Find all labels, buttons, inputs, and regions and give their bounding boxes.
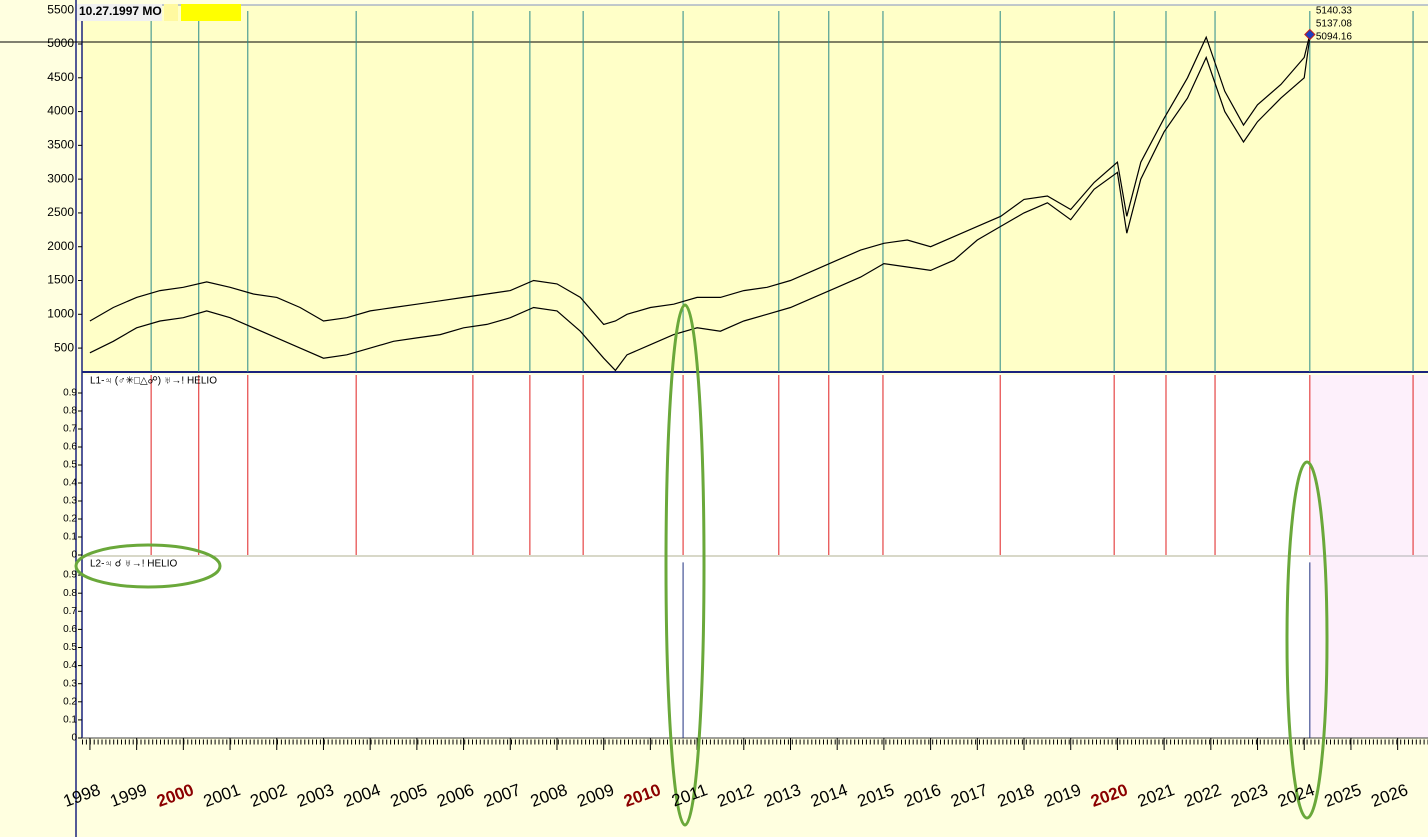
y-tick-label: 4000 [47, 104, 74, 118]
y-tick-label: 5500 [47, 2, 74, 16]
y-tick-label: 3500 [47, 138, 74, 152]
y-tick-label: 2000 [47, 239, 74, 253]
y-tick-label: 2500 [47, 205, 74, 219]
price-panel [82, 5, 1428, 372]
y-tick-label: 1500 [47, 273, 74, 287]
header-box [77, 4, 162, 21]
price-line [89, 34, 1311, 326]
l2-panel [82, 557, 1428, 738]
header: 10.27.1997 MO [79, 4, 162, 18]
header-marker [164, 4, 178, 21]
y-tick-label: 0.5 [63, 460, 77, 471]
panel-title: L2-♃ ☌ ♅→! HELIO [90, 559, 178, 570]
y-tick-label: 0.2 [63, 696, 77, 707]
price-label: 5137.08 [1316, 19, 1353, 30]
highlight-ellipse [74, 543, 222, 589]
plot-layer: 500 1000 1500 2000 2500 3000 3500 4000 4500 5000 5… [47, 2, 1414, 750]
y-tick-label: 4500 [47, 70, 74, 84]
y-tick-label: 0.9 [63, 570, 77, 581]
y-tick-label: 0.1 [63, 715, 77, 726]
y-tick-label: 0.6 [63, 442, 77, 453]
y-tick-label: 0.5 [63, 642, 77, 653]
price-label: 5140.33 [1316, 6, 1353, 17]
y-tick-label: 1000 [47, 306, 74, 320]
y-tick-label: 0.8 [63, 406, 77, 417]
y-tick-label: 0 [71, 550, 77, 561]
y-tick-label: 0.7 [63, 424, 77, 435]
y-tick-label: 0.4 [63, 660, 77, 671]
y-tick-label: 5000 [47, 36, 74, 50]
l1-panel [82, 375, 1428, 555]
y-tick-label: 0.6 [63, 624, 77, 635]
last-price-marker [1304, 28, 1316, 41]
y-tick-label: 0.4 [63, 478, 77, 489]
y-tick-label: 0.9 [63, 388, 77, 399]
y-tick-label: 0.1 [63, 532, 77, 543]
highlight-ellipse [664, 303, 706, 827]
y-tick-label: 500 [54, 340, 74, 354]
y-tick-label: 0 [71, 733, 77, 744]
panel-title: L1-♃ (♂✳□△☍) ♅→! HELIO [90, 376, 217, 387]
y-tick-label: 3000 [47, 171, 74, 185]
y-tick-label: 0.3 [63, 496, 77, 507]
price-line [89, 37, 1311, 372]
highlight-ellipse [1285, 460, 1329, 820]
y-tick-label: 0.7 [63, 606, 77, 617]
y-tick-label: 0.3 [63, 678, 77, 689]
y-tick-label: 0.2 [63, 514, 77, 525]
y-tick-label: 0.8 [63, 588, 77, 599]
header-marker [181, 4, 241, 21]
price-label: 5094.16 [1316, 32, 1353, 43]
